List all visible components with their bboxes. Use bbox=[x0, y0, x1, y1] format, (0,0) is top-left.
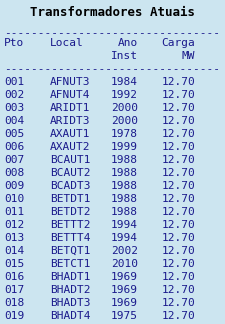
Text: 010: 010 bbox=[4, 194, 24, 204]
Text: 2002: 2002 bbox=[111, 246, 138, 256]
Text: 12.70: 12.70 bbox=[161, 181, 195, 191]
Text: AFNUT3: AFNUT3 bbox=[50, 77, 90, 87]
Text: AXAUT2: AXAUT2 bbox=[50, 142, 90, 152]
Text: 004: 004 bbox=[4, 116, 24, 126]
Text: 12.70: 12.70 bbox=[161, 220, 195, 230]
Text: 009: 009 bbox=[4, 181, 24, 191]
Text: 1988: 1988 bbox=[111, 207, 138, 217]
Text: Transformadores Atuais: Transformadores Atuais bbox=[30, 6, 195, 19]
Text: 1994: 1994 bbox=[111, 220, 138, 230]
Text: 005: 005 bbox=[4, 129, 24, 139]
Text: ARIDT1: ARIDT1 bbox=[50, 103, 90, 113]
Text: 016: 016 bbox=[4, 272, 24, 282]
Text: 12.70: 12.70 bbox=[161, 129, 195, 139]
Text: BHADT4: BHADT4 bbox=[50, 311, 90, 321]
Text: Ano: Ano bbox=[118, 38, 138, 48]
Text: 12.70: 12.70 bbox=[161, 285, 195, 295]
Text: 12.70: 12.70 bbox=[161, 259, 195, 269]
Text: 12.70: 12.70 bbox=[161, 311, 195, 321]
Text: 1969: 1969 bbox=[111, 298, 138, 308]
Text: 1988: 1988 bbox=[111, 168, 138, 178]
Text: 011: 011 bbox=[4, 207, 24, 217]
Text: 013: 013 bbox=[4, 233, 24, 243]
Text: --------------------------------: -------------------------------- bbox=[4, 28, 220, 38]
Text: 008: 008 bbox=[4, 168, 24, 178]
Text: 015: 015 bbox=[4, 259, 24, 269]
Text: 1969: 1969 bbox=[111, 272, 138, 282]
Text: BHADT3: BHADT3 bbox=[50, 298, 90, 308]
Text: 12.70: 12.70 bbox=[161, 103, 195, 113]
Text: BETTT2: BETTT2 bbox=[50, 220, 90, 230]
Text: 12.70: 12.70 bbox=[161, 168, 195, 178]
Text: 1999: 1999 bbox=[111, 142, 138, 152]
Text: 1994: 1994 bbox=[111, 233, 138, 243]
Text: BETTT4: BETTT4 bbox=[50, 233, 90, 243]
Text: BETDT2: BETDT2 bbox=[50, 207, 90, 217]
Text: 1975: 1975 bbox=[111, 311, 138, 321]
Text: Local: Local bbox=[50, 38, 84, 48]
Text: 014: 014 bbox=[4, 246, 24, 256]
Text: --------------------------------: -------------------------------- bbox=[4, 64, 220, 74]
Text: BETCT1: BETCT1 bbox=[50, 259, 90, 269]
Text: BHADT2: BHADT2 bbox=[50, 285, 90, 295]
Text: 019: 019 bbox=[4, 311, 24, 321]
Text: 12.70: 12.70 bbox=[161, 233, 195, 243]
Text: 2010: 2010 bbox=[111, 259, 138, 269]
Text: 001: 001 bbox=[4, 77, 24, 87]
Text: 12.70: 12.70 bbox=[161, 142, 195, 152]
Text: 12.70: 12.70 bbox=[161, 155, 195, 165]
Text: 1978: 1978 bbox=[111, 129, 138, 139]
Text: BCAUT2: BCAUT2 bbox=[50, 168, 90, 178]
Text: 12.70: 12.70 bbox=[161, 246, 195, 256]
Text: 1969: 1969 bbox=[111, 285, 138, 295]
Text: BETQT1: BETQT1 bbox=[50, 246, 90, 256]
Text: 003: 003 bbox=[4, 103, 24, 113]
Text: 12.70: 12.70 bbox=[161, 90, 195, 100]
Text: 2000: 2000 bbox=[111, 116, 138, 126]
Text: Inst: Inst bbox=[111, 51, 138, 61]
Text: MW: MW bbox=[182, 51, 195, 61]
Text: 12.70: 12.70 bbox=[161, 77, 195, 87]
Text: 2000: 2000 bbox=[111, 103, 138, 113]
Text: BCADT3: BCADT3 bbox=[50, 181, 90, 191]
Text: ARIDT3: ARIDT3 bbox=[50, 116, 90, 126]
Text: Carga: Carga bbox=[161, 38, 195, 48]
Text: 018: 018 bbox=[4, 298, 24, 308]
Text: BETDT1: BETDT1 bbox=[50, 194, 90, 204]
Text: 012: 012 bbox=[4, 220, 24, 230]
Text: 007: 007 bbox=[4, 155, 24, 165]
Text: 1992: 1992 bbox=[111, 90, 138, 100]
Text: 12.70: 12.70 bbox=[161, 272, 195, 282]
Text: AXAUT1: AXAUT1 bbox=[50, 129, 90, 139]
Text: 1988: 1988 bbox=[111, 155, 138, 165]
Text: 12.70: 12.70 bbox=[161, 194, 195, 204]
Text: BCAUT1: BCAUT1 bbox=[50, 155, 90, 165]
Text: Pto: Pto bbox=[4, 38, 24, 48]
Text: 1988: 1988 bbox=[111, 194, 138, 204]
Text: 017: 017 bbox=[4, 285, 24, 295]
Text: 1984: 1984 bbox=[111, 77, 138, 87]
Text: 002: 002 bbox=[4, 90, 24, 100]
Text: 006: 006 bbox=[4, 142, 24, 152]
Text: AFNUT4: AFNUT4 bbox=[50, 90, 90, 100]
Text: 12.70: 12.70 bbox=[161, 298, 195, 308]
Text: 1988: 1988 bbox=[111, 181, 138, 191]
Text: 12.70: 12.70 bbox=[161, 207, 195, 217]
Text: 12.70: 12.70 bbox=[161, 116, 195, 126]
Text: BHADT1: BHADT1 bbox=[50, 272, 90, 282]
